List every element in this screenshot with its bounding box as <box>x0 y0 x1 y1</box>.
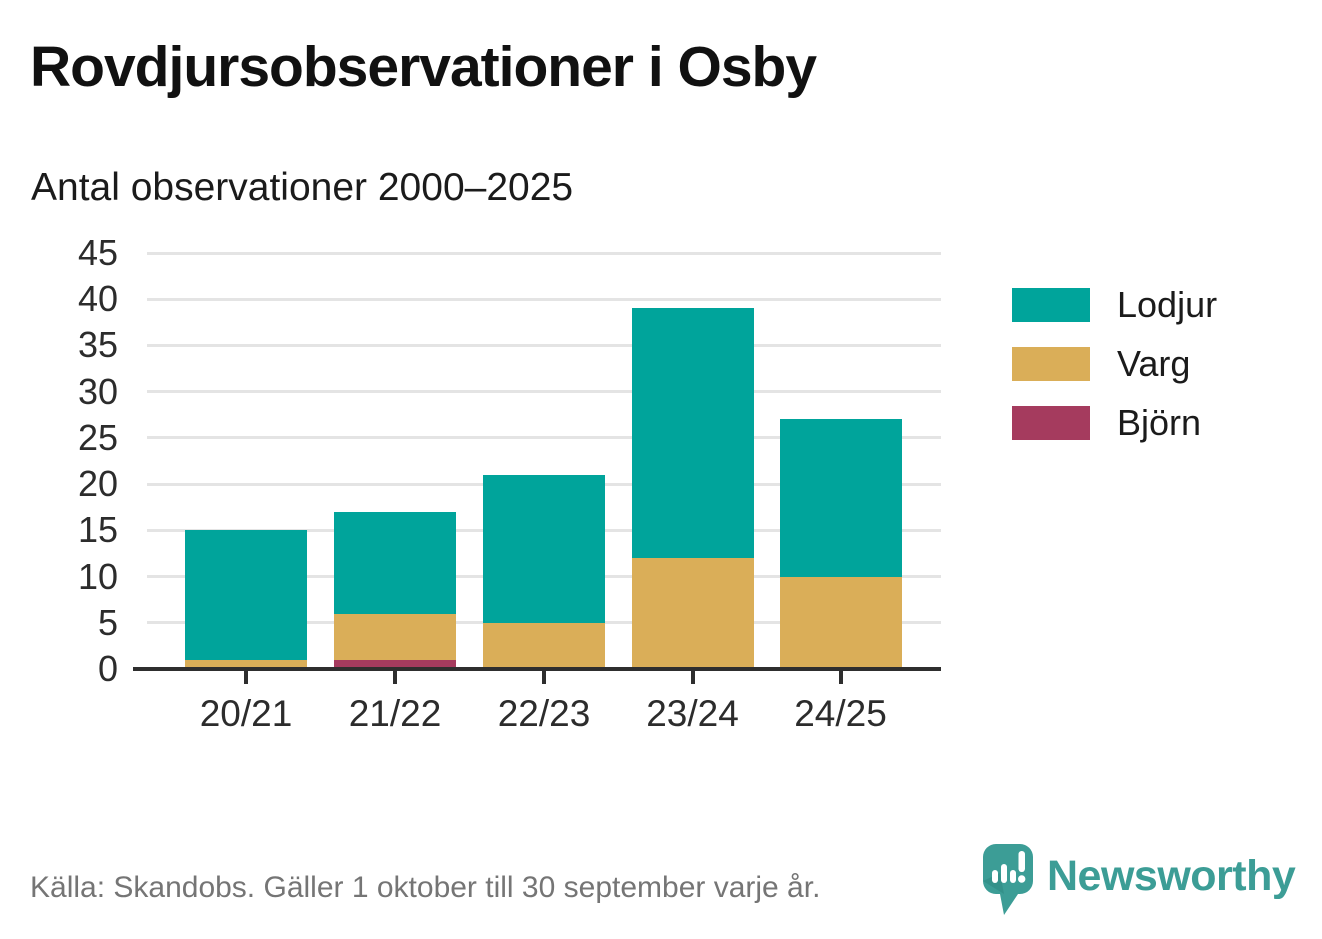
x-tick-label: 23/24 <box>646 693 739 734</box>
legend-label: Varg <box>1117 343 1191 384</box>
x-tick-mark <box>542 671 546 684</box>
bar-segment-lodjur-21-22 <box>334 511 456 614</box>
legend-item-lodjur: Lodjur <box>1012 287 1217 323</box>
gridline <box>147 251 941 255</box>
gridline <box>147 297 941 301</box>
gridline <box>147 390 941 394</box>
y-tick-label: 30 <box>77 370 118 412</box>
y-tick-label: 45 <box>77 232 118 273</box>
y-tick-label: 15 <box>77 509 118 551</box>
x-axis-line <box>133 667 941 671</box>
gridline <box>147 436 941 440</box>
bar-segment-lodjur-22-23 <box>483 474 605 623</box>
chart-title: Rovdjursobservationer i Osby <box>30 35 817 99</box>
y-tick-label: 40 <box>77 278 118 320</box>
legend-label: Lodjur <box>1117 284 1218 325</box>
legend-swatch-varg <box>1012 347 1090 381</box>
bar-segment-lodjur-23-24 <box>631 308 754 559</box>
x-tick-mark <box>393 671 397 684</box>
bar-segment-lodjur-24-25 <box>779 419 902 577</box>
y-tick-label: 20 <box>77 463 118 505</box>
x-tick-mark <box>690 671 695 684</box>
y-tick-label: 0 <box>97 648 118 689</box>
bar-segment-varg-22-23 <box>483 622 605 669</box>
legend: Lodjur Varg Björn <box>1012 287 1217 464</box>
x-tick-label: 24/25 <box>794 693 887 734</box>
bar-segment-varg-23-24 <box>631 558 754 669</box>
x-tick-mark <box>244 671 248 684</box>
chart-subtitle: Antal observationer 2000–2025 <box>31 166 574 209</box>
bar-segment-varg-24-25 <box>779 576 902 669</box>
legend-item-varg: Varg <box>1012 346 1217 382</box>
newsworthy-logo: Newsworthy <box>982 843 1296 927</box>
bar-segment-lodjur-20-21 <box>185 530 307 660</box>
legend-swatch-lodjur <box>1012 288 1090 322</box>
legend-label: Björn <box>1117 402 1202 443</box>
bar-segment-varg-21-22 <box>334 613 456 660</box>
y-tick-label: 10 <box>77 555 118 597</box>
x-tick-label: 20/21 <box>199 693 293 734</box>
newsworthy-logo-text: Newsworthy <box>1047 852 1296 900</box>
bar-segment-varg-20-21 <box>185 659 307 669</box>
legend-swatch-björn <box>1012 406 1090 440</box>
gridline <box>147 343 941 347</box>
x-tick-mark <box>838 671 843 684</box>
x-tick-label: 22/23 <box>497 693 591 734</box>
y-tick-label: 35 <box>77 324 118 366</box>
newsworthy-logo-icon <box>983 844 1033 915</box>
y-tick-label: 5 <box>97 601 118 643</box>
bar-segment-björn-21-22 <box>334 659 456 669</box>
y-tick-label: 25 <box>77 416 118 458</box>
source-note: Källa: Skandobs. Gäller 1 oktober till 3… <box>30 871 821 904</box>
legend-item-björn: Björn <box>1012 405 1217 441</box>
x-tick-label: 21/22 <box>348 693 442 734</box>
